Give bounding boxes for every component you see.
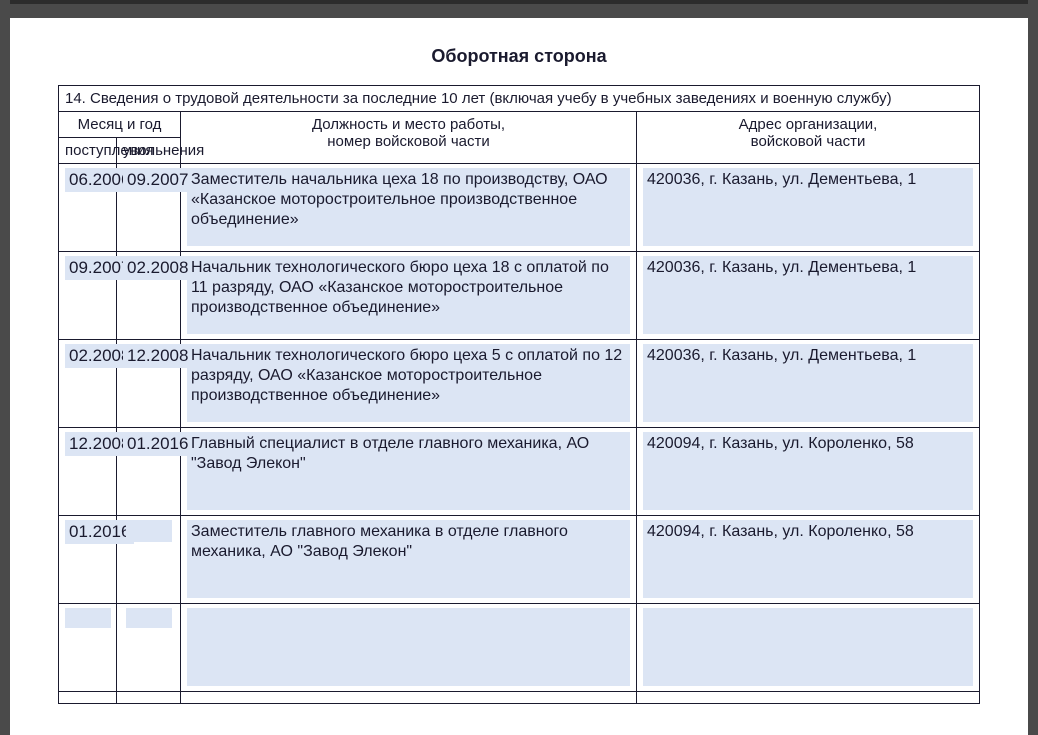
table-row: 01.2016 Заместитель главного механика в … <box>59 516 980 604</box>
cell-start: 12.2008 <box>59 428 117 516</box>
cell-start <box>59 692 117 704</box>
header-end: увольнения <box>117 138 181 164</box>
cell-position <box>181 692 637 704</box>
position-field[interactable]: Начальник технологического бюро цеха 18 … <box>187 256 630 334</box>
position-field[interactable]: Главный специалист в отделе главного мех… <box>187 432 630 510</box>
cell-start <box>59 604 117 692</box>
cell-end <box>117 604 181 692</box>
cell-address: 420036, г. Казань, ул. Дементьева, 1 <box>637 164 980 252</box>
cell-position: Главный специалист в отделе главного мех… <box>181 428 637 516</box>
position-field[interactable]: Заместитель главного механика в отделе г… <box>187 520 630 598</box>
employment-history-table: 14. Сведения о трудовой деятельности за … <box>58 85 980 704</box>
header-address-line2: войсковой части <box>751 133 866 150</box>
header-month-year: Месяц и год <box>59 112 181 138</box>
address-field[interactable]: 420036, г. Казань, ул. Дементьева, 1 <box>643 344 973 422</box>
header-position: Должность и место работы, номер войсково… <box>181 112 637 164</box>
end-date-field[interactable]: 12.2008 <box>123 344 192 368</box>
header-row-1: Месяц и год Должность и место работы, но… <box>59 112 980 138</box>
address-field[interactable]: 420036, г. Казань, ул. Дементьева, 1 <box>643 256 973 334</box>
address-field[interactable]: 420036, г. Казань, ул. Дементьева, 1 <box>643 168 973 246</box>
end-date-field[interactable]: 09.2007 <box>123 168 192 192</box>
table-row <box>59 604 980 692</box>
end-date-field[interactable] <box>126 520 172 542</box>
start-date-field[interactable]: 01.2016 <box>65 520 134 544</box>
cell-position <box>181 604 637 692</box>
cell-address: 420036, г. Казань, ул. Дементьева, 1 <box>637 252 980 340</box>
start-date-field[interactable] <box>65 608 111 628</box>
cell-start: 09.2007 <box>59 252 117 340</box>
section-header-row: 14. Сведения о трудовой деятельности за … <box>59 86 980 112</box>
cell-address <box>637 692 980 704</box>
position-field[interactable]: Заместитель начальника цеха 18 по произв… <box>187 168 630 246</box>
address-field[interactable]: 420094, г. Казань, ул. Короленко, 58 <box>643 520 973 598</box>
cell-start: 01.2016 <box>59 516 117 604</box>
table-row: 02.2008 12.2008 Начальник технологическо… <box>59 340 980 428</box>
header-position-line2: номер войсковой части <box>327 133 489 150</box>
cell-address: 420036, г. Казань, ул. Дементьева, 1 <box>637 340 980 428</box>
viewport: Оборотная сторона 14. Сведения о трудово… <box>0 0 1038 735</box>
cell-end <box>117 692 181 704</box>
document-page: Оборотная сторона 14. Сведения о трудово… <box>10 18 1028 735</box>
table-row: 09.2007 02.2008 Начальник технологическо… <box>59 252 980 340</box>
table-row: 12.2008 01.2016 Главный специалист в отд… <box>59 428 980 516</box>
cell-end <box>117 516 181 604</box>
cell-end: 09.2007 <box>117 164 181 252</box>
cell-end: 01.2016 <box>117 428 181 516</box>
cell-position: Заместитель начальника цеха 18 по произв… <box>181 164 637 252</box>
end-date-field[interactable] <box>126 608 172 628</box>
cell-position: Заместитель главного механика в отделе г… <box>181 516 637 604</box>
end-date-field[interactable]: 01.2016 <box>123 432 192 456</box>
cell-address <box>637 604 980 692</box>
cell-address: 420094, г. Казань, ул. Короленко, 58 <box>637 516 980 604</box>
cell-start: 06.2006 <box>59 164 117 252</box>
table-body: 06.2006 09.2007 Заместитель начальника ц… <box>59 164 980 704</box>
table-row: 06.2006 09.2007 Заместитель начальника ц… <box>59 164 980 252</box>
address-field[interactable] <box>643 608 973 686</box>
position-field[interactable]: Начальник технологического бюро цеха 5 с… <box>187 344 630 422</box>
cell-position: Начальник технологического бюро цеха 5 с… <box>181 340 637 428</box>
cell-end: 02.2008 <box>117 252 181 340</box>
table-row-partial <box>59 692 980 704</box>
header-address-line1: Адрес организации, <box>739 116 878 133</box>
cell-address: 420094, г. Казань, ул. Короленко, 58 <box>637 428 980 516</box>
cell-start: 02.2008 <box>59 340 117 428</box>
cell-position: Начальник технологического бюро цеха 18 … <box>181 252 637 340</box>
header-position-line1: Должность и место работы, <box>312 116 505 133</box>
address-field[interactable]: 420094, г. Казань, ул. Короленко, 58 <box>643 432 973 510</box>
previous-page-edge <box>10 0 1028 18</box>
position-field[interactable] <box>187 608 630 686</box>
page-title: Оборотная сторона <box>58 46 980 67</box>
end-date-field[interactable]: 02.2008 <box>123 256 192 280</box>
cell-end: 12.2008 <box>117 340 181 428</box>
section-header: 14. Сведения о трудовой деятельности за … <box>59 86 980 112</box>
header-start: поступления <box>59 138 117 164</box>
header-address: Адрес организации, войсковой части <box>637 112 980 164</box>
